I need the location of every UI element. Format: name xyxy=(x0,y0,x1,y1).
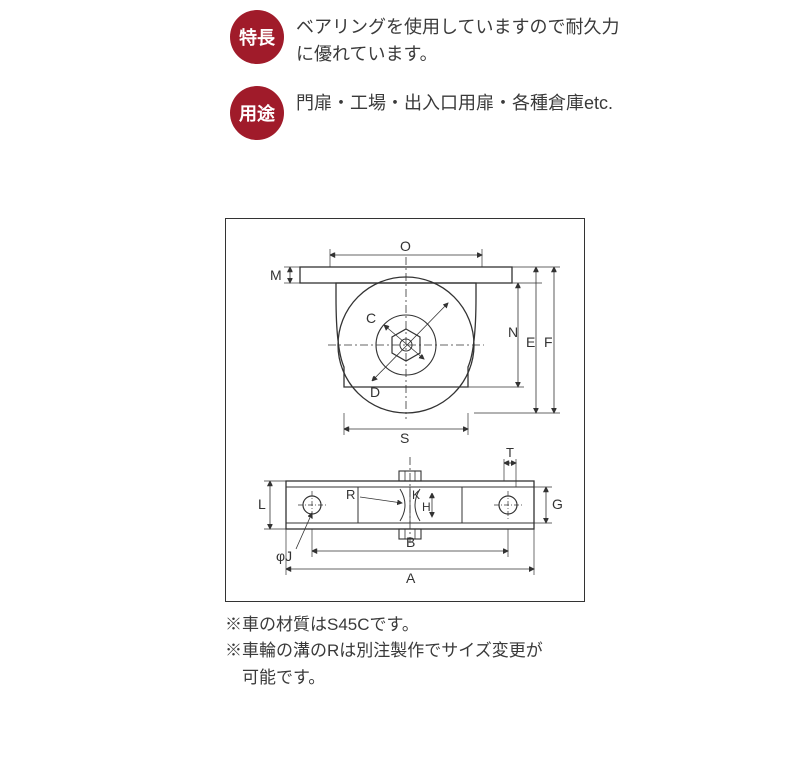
usage-row: 用途 門扉・工場・出入口用扉・各種倉庫etc. xyxy=(230,86,804,140)
feature-row: 特長 ベアリングを使用していますので耐久力に優れています。 xyxy=(230,10,804,68)
diagram-frame: C D O M S N E F xyxy=(225,218,585,602)
label-S: S xyxy=(400,430,409,446)
notes-section: ※車の材質はS45Cです。 ※車輪の溝のRは別注製作でサイズ変更が 可能です。 xyxy=(225,612,595,691)
label-C: C xyxy=(366,310,376,326)
feature-text: ベアリングを使用していますので耐久力に優れています。 xyxy=(296,10,626,68)
feature-badge: 特長 xyxy=(230,10,284,64)
usage-badge: 用途 xyxy=(230,86,284,140)
label-E: E xyxy=(526,334,535,350)
note-line-1: ※車の材質はS45Cです。 xyxy=(225,612,595,638)
engineering-diagram: C D O M S N E F xyxy=(236,237,576,587)
label-A: A xyxy=(406,570,416,586)
note-line-3: 可能です。 xyxy=(225,665,595,691)
label-H: H xyxy=(422,500,431,514)
label-N: N xyxy=(508,324,518,340)
label-D: D xyxy=(370,384,380,400)
label-F: F xyxy=(544,334,553,350)
label-L: L xyxy=(258,496,266,512)
label-B: B xyxy=(406,534,415,550)
usage-text: 門扉・工場・出入口用扉・各種倉庫etc. xyxy=(296,86,613,117)
label-T: T xyxy=(506,445,514,460)
label-phiJ: φJ xyxy=(276,548,292,564)
label-M: M xyxy=(270,267,282,283)
note-line-2: ※車輪の溝のRは別注製作でサイズ変更が xyxy=(225,638,595,664)
info-section: 特長 ベアリングを使用していますので耐久力に優れています。 用途 門扉・工場・出… xyxy=(0,0,804,188)
label-G: G xyxy=(552,496,563,512)
label-O: O xyxy=(400,238,411,254)
label-K: K xyxy=(412,488,420,502)
label-R: R xyxy=(346,487,355,502)
